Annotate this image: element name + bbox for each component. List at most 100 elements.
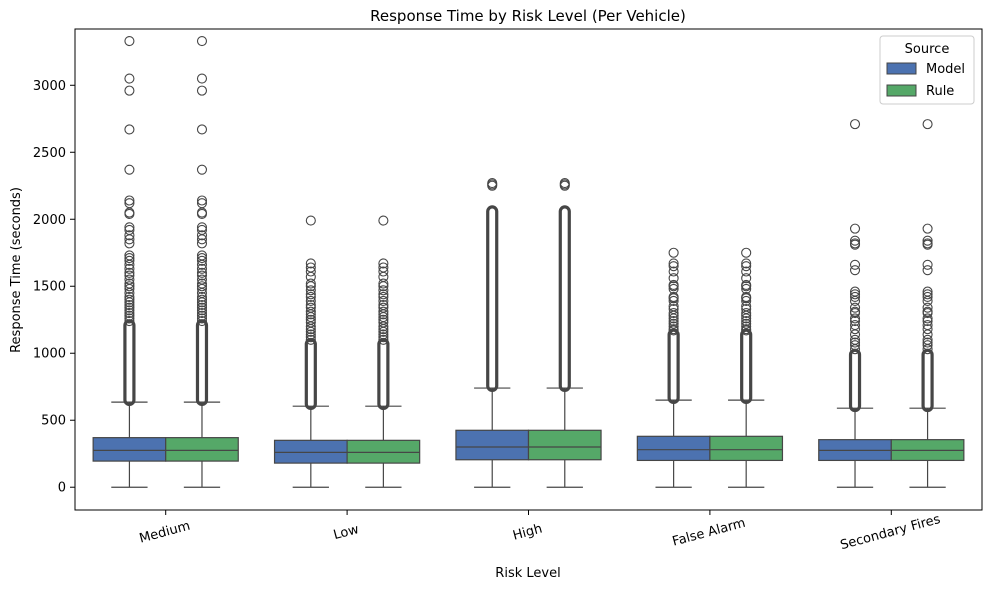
- outlier-point: [124, 267, 135, 278]
- outlier-point: [124, 297, 135, 308]
- outlier-point: [378, 332, 389, 343]
- x-tick-label: High: [511, 522, 544, 544]
- outlier-cluster: [123, 319, 136, 407]
- outlier-point: [124, 313, 135, 324]
- outlier-point: [741, 273, 752, 284]
- outlier-point: [305, 324, 316, 335]
- outlier-point: [741, 258, 752, 269]
- outlier-point: [849, 235, 861, 246]
- outlier-point: [668, 313, 679, 324]
- outlier-cluster: [304, 337, 317, 411]
- outlier-point: [305, 332, 316, 343]
- box-rule-secondary-fires: [890, 119, 965, 488]
- outlier-point: [849, 239, 861, 250]
- outlier-point: [668, 295, 679, 307]
- outlier-point: [378, 334, 389, 345]
- outlier-point: [922, 291, 933, 303]
- outlier-point: [124, 291, 135, 303]
- outlier-point: [305, 258, 316, 269]
- outlier-point: [196, 234, 208, 245]
- outlier-point: [305, 278, 316, 289]
- outlier-point: [305, 266, 316, 277]
- outlier-point: [124, 230, 135, 241]
- outlier-point: [487, 180, 498, 191]
- box-model-high: [455, 178, 530, 488]
- outlier-point: [741, 325, 752, 336]
- outlier-point: [196, 195, 208, 206]
- outlier-point: [305, 309, 316, 320]
- outlier-point: [849, 259, 861, 270]
- outlier-cluster: [377, 337, 390, 411]
- outlier-point: [124, 307, 135, 319]
- legend-swatch-rule: [886, 84, 917, 97]
- outlier-point: [922, 239, 933, 250]
- outlier-point: [305, 281, 316, 292]
- outlier-point: [124, 195, 135, 206]
- outlier-point: [378, 285, 389, 296]
- y-tick-label: 500: [41, 414, 66, 429]
- outlier-cluster: [667, 328, 680, 405]
- x-tick-label: Medium: [138, 519, 192, 547]
- outlier-point: [741, 310, 752, 321]
- outlier-point: [196, 238, 208, 249]
- outlier-point: [196, 291, 208, 303]
- outlier-point: [922, 340, 933, 351]
- outlier-point: [849, 265, 861, 276]
- outlier-point: [124, 305, 135, 316]
- box-model-medium: [92, 36, 167, 488]
- outlier-point: [378, 289, 389, 300]
- outlier-point: [196, 255, 208, 266]
- outlier-point: [305, 326, 316, 337]
- outlier-point: [196, 222, 208, 233]
- outlier-point: [305, 329, 316, 340]
- iqr-box: [273, 439, 348, 464]
- iqr-box: [165, 437, 239, 462]
- outlier-point: [124, 238, 135, 249]
- outlier-point: [196, 124, 208, 135]
- plot-area: [92, 36, 965, 488]
- outlier-point: [668, 321, 679, 332]
- outlier-point: [849, 291, 861, 303]
- x-tick-label: Secondary Fires: [839, 512, 943, 553]
- box-rule-false-alarm: [709, 247, 784, 488]
- outlier-point: [741, 295, 752, 307]
- outlier-point: [849, 302, 861, 313]
- outlier-point: [668, 293, 679, 304]
- outlier-point: [196, 267, 208, 278]
- outlier-point: [922, 265, 933, 276]
- outlier-point: [378, 281, 389, 292]
- outlier-point: [668, 261, 679, 272]
- outlier-point: [741, 293, 752, 304]
- outlier-point: [849, 329, 861, 340]
- outlier-point: [378, 215, 389, 226]
- outlier-point: [922, 235, 933, 246]
- outlier-point: [849, 316, 861, 327]
- outlier-point: [305, 321, 316, 332]
- outlier-point: [305, 306, 316, 317]
- y-tick-label: 2000: [33, 213, 66, 228]
- outlier-point: [849, 344, 861, 355]
- outlier-point: [196, 73, 208, 84]
- outlier-point: [378, 266, 389, 277]
- outlier-point: [124, 259, 135, 270]
- x-tick-label: False Alarm: [671, 516, 747, 550]
- outlier-point: [922, 259, 933, 270]
- outlier-point: [124, 222, 135, 233]
- outlier-point: [849, 337, 861, 348]
- chart-title: Response Time by Risk Level (Per Vehicle…: [370, 7, 686, 25]
- outlier-point: [124, 283, 135, 294]
- outlier-point: [196, 85, 208, 96]
- outlier-point: [196, 259, 208, 270]
- outlier-point: [849, 119, 861, 130]
- y-axis: 0 500 1000 1500 2000 2500 3000: [33, 79, 75, 496]
- outlier-point: [849, 307, 861, 319]
- outlier-point: [378, 321, 389, 332]
- outlier-point: [922, 307, 933, 319]
- outlier-point: [378, 309, 389, 320]
- box-rule-low: [346, 215, 421, 488]
- outlier-point: [124, 255, 135, 266]
- outlier-point: [378, 278, 389, 289]
- outlier-point: [668, 307, 679, 319]
- outlier-point: [922, 313, 933, 324]
